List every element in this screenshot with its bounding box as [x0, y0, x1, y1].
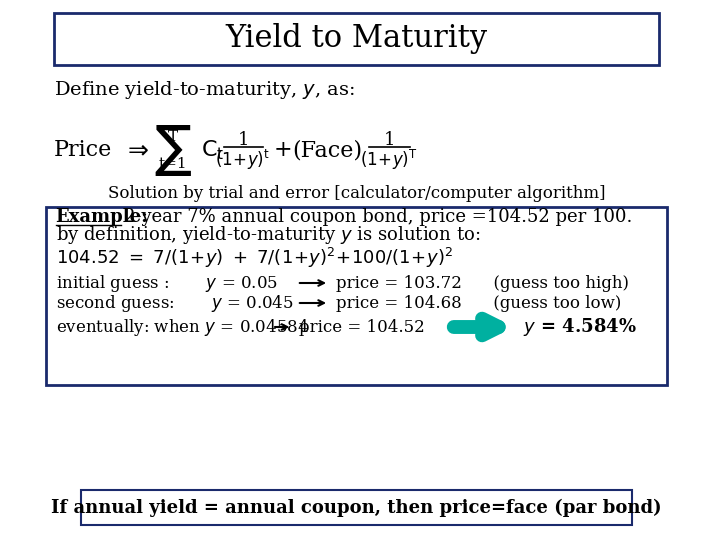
Text: $\sum$: $\sum$ [154, 123, 192, 178]
Text: Price: Price [54, 139, 112, 161]
Text: eventually: when $\mathit{y}$ = 0.04584: eventually: when $\mathit{y}$ = 0.04584 [55, 316, 309, 338]
Text: $\mathit{y}$ = 4.584%: $\mathit{y}$ = 4.584% [523, 316, 637, 338]
Text: +: + [274, 139, 292, 161]
FancyBboxPatch shape [81, 490, 631, 525]
Text: Solution by trial and error [calculator/computer algorithm]: Solution by trial and error [calculator/… [108, 185, 606, 201]
Text: Yield to Maturity: Yield to Maturity [225, 24, 487, 55]
Text: If annual yield = annual coupon, then price=face (par bond): If annual yield = annual coupon, then pr… [51, 499, 662, 517]
Text: $(1\!+\!\mathit{y})^{\mathrm{T}}$: $(1\!+\!\mathit{y})^{\mathrm{T}}$ [360, 148, 418, 172]
FancyBboxPatch shape [54, 13, 660, 65]
Text: $\Rightarrow$: $\Rightarrow$ [122, 138, 149, 161]
Text: $104.52\ =\ 7/(1\!+\!\mathit{y})\ +\ 7/(1\!+\!\mathit{y})^2\!+\!100/(1\!+\!\math: $104.52\ =\ 7/(1\!+\!\mathit{y})\ +\ 7/(… [55, 246, 453, 270]
Text: by definition, yield-to-maturity $\mathit{y}$ is solution to:: by definition, yield-to-maturity $\mathi… [55, 224, 480, 246]
Text: 1: 1 [238, 131, 249, 149]
Text: Example:: Example: [55, 208, 148, 226]
Text: price = 103.72      (guess too high): price = 103.72 (guess too high) [336, 274, 629, 292]
FancyBboxPatch shape [47, 207, 667, 385]
Text: 2-year 7% annual coupon bond, price =104.52 per 100.: 2-year 7% annual coupon bond, price =104… [125, 208, 633, 226]
Text: price = 104.52: price = 104.52 [299, 319, 425, 335]
Text: initial guess :       $\mathit{y}$ = 0.05: initial guess : $\mathit{y}$ = 0.05 [55, 273, 278, 294]
Text: t=1: t=1 [158, 157, 187, 171]
Text: $\mathrm{C}_{\mathrm{t}}$: $\mathrm{C}_{\mathrm{t}}$ [201, 138, 224, 162]
Text: T: T [168, 130, 178, 144]
Text: second guess:       $\mathit{y}$ = 0.045: second guess: $\mathit{y}$ = 0.045 [55, 293, 294, 314]
Text: $(1\!+\!\mathit{y})^{\mathrm{t}}$: $(1\!+\!\mathit{y})^{\mathrm{t}}$ [215, 148, 270, 172]
Text: 1: 1 [384, 131, 395, 149]
Text: Define yield-to-maturity, $\mathit{y}$, as:: Define yield-to-maturity, $\mathit{y}$, … [54, 79, 354, 101]
Text: (Face): (Face) [292, 139, 362, 161]
Text: price = 104.68      (guess too low): price = 104.68 (guess too low) [336, 294, 621, 312]
